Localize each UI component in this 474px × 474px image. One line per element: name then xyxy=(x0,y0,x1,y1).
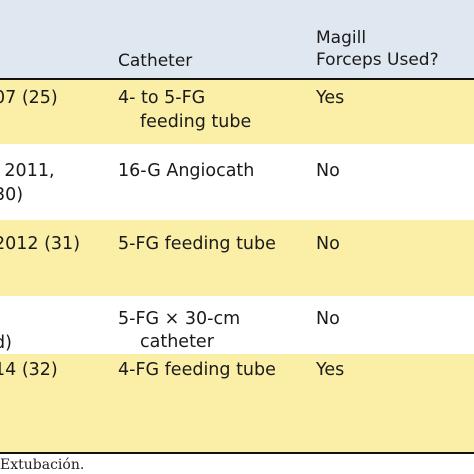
bottom-rule xyxy=(0,452,474,454)
row-reference-line2: d) xyxy=(0,333,12,353)
row-reference: 2012 (31) xyxy=(0,234,81,254)
header-magill-line1: Magill xyxy=(316,28,367,48)
row-catheter-line1: 16-G Angiocath xyxy=(118,161,255,181)
row-catheter-line1: 4-FG feeding tube xyxy=(118,360,276,380)
row-forceps: Yes xyxy=(316,88,345,108)
row-catheter-line1: 4- to 5-FG xyxy=(118,88,206,108)
table-row: 2012 (31) 5-FG feeding tube No xyxy=(0,220,474,296)
table-row: l 2011, 30) 16-G Angiocath No xyxy=(0,144,474,220)
row-reference: l 2011, xyxy=(0,161,55,181)
row-catheter-line2: feeding tube xyxy=(140,112,252,132)
row-forceps: Yes xyxy=(316,360,345,380)
header-catheter: Catheter xyxy=(118,51,193,71)
row-reference-line2: 30) xyxy=(0,185,24,205)
row-reference: 07 (25) xyxy=(0,88,58,108)
data-table: Catheter Magill Forceps Used? 07 (25) 4-… xyxy=(0,0,474,454)
row-catheter-line1: 5-FG feeding tube xyxy=(118,234,276,254)
table-row: d) 5-FG × 30-cm catheter No xyxy=(0,296,474,354)
footnote: Extubación. xyxy=(0,457,85,473)
table-header: Catheter Magill Forceps Used? xyxy=(0,0,474,78)
table-row: 14 (32) 4-FG feeding tube Yes xyxy=(0,354,474,452)
header-magill-line2: Forceps Used? xyxy=(316,50,439,70)
row-catheter-line1: 5-FG × 30-cm xyxy=(118,309,241,329)
row-catheter-line2: catheter xyxy=(140,332,214,352)
table-row: 07 (25) 4- to 5-FG feeding tube Yes xyxy=(0,80,474,144)
row-forceps: No xyxy=(316,309,340,329)
row-forceps: No xyxy=(316,161,340,181)
row-forceps: No xyxy=(316,234,340,254)
row-reference: 14 (32) xyxy=(0,360,58,380)
header-rule xyxy=(0,78,474,80)
